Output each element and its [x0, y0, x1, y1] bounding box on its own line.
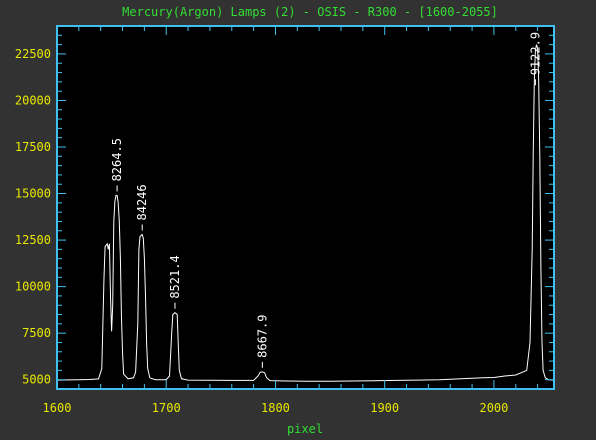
- y-tick-label: 20000: [15, 93, 51, 107]
- x-axis-label: pixel: [287, 422, 323, 436]
- x-tick-label: 1600: [43, 401, 72, 415]
- annotation-label: 84246: [135, 184, 149, 220]
- line-annotation: 8667.9: [255, 315, 269, 368]
- plot-frame: [56, 25, 555, 390]
- y-tick-label: 10000: [15, 280, 51, 294]
- annotation-label: 8667.9: [255, 315, 269, 358]
- line-annotation: 8521.4: [168, 255, 182, 309]
- x-tick-label: 1800: [261, 401, 290, 415]
- spectrum-line: [56, 44, 555, 382]
- y-tick-label: 12500: [15, 233, 51, 247]
- x-tick-label: 2000: [479, 401, 508, 415]
- chart-title: Mercury(Argon) Lamps (2) - OSIS - R300 -…: [122, 5, 498, 19]
- y-tick-label: 7500: [22, 326, 51, 340]
- x-tick-label: 1900: [370, 401, 399, 415]
- y-axis: 5000 7500 10000 12500 15000 17500 20000 22500: [15, 34, 554, 387]
- plot-area: [57, 26, 554, 389]
- line-annotation: 8264.5: [110, 138, 124, 192]
- y-tick-label: 15000: [15, 187, 51, 201]
- y-tick-label: 5000: [22, 373, 51, 387]
- annotation-label: 8264.5: [110, 138, 124, 181]
- x-axis: 1600 1700 1800 1900 2000: [43, 26, 539, 415]
- line-annotation: 84246: [135, 184, 149, 231]
- y-tick-label: 17500: [15, 140, 51, 154]
- annotation-label: 8521.4: [168, 255, 182, 298]
- y-tick-label: 22500: [15, 47, 51, 61]
- x-tick-label: 1700: [152, 401, 181, 415]
